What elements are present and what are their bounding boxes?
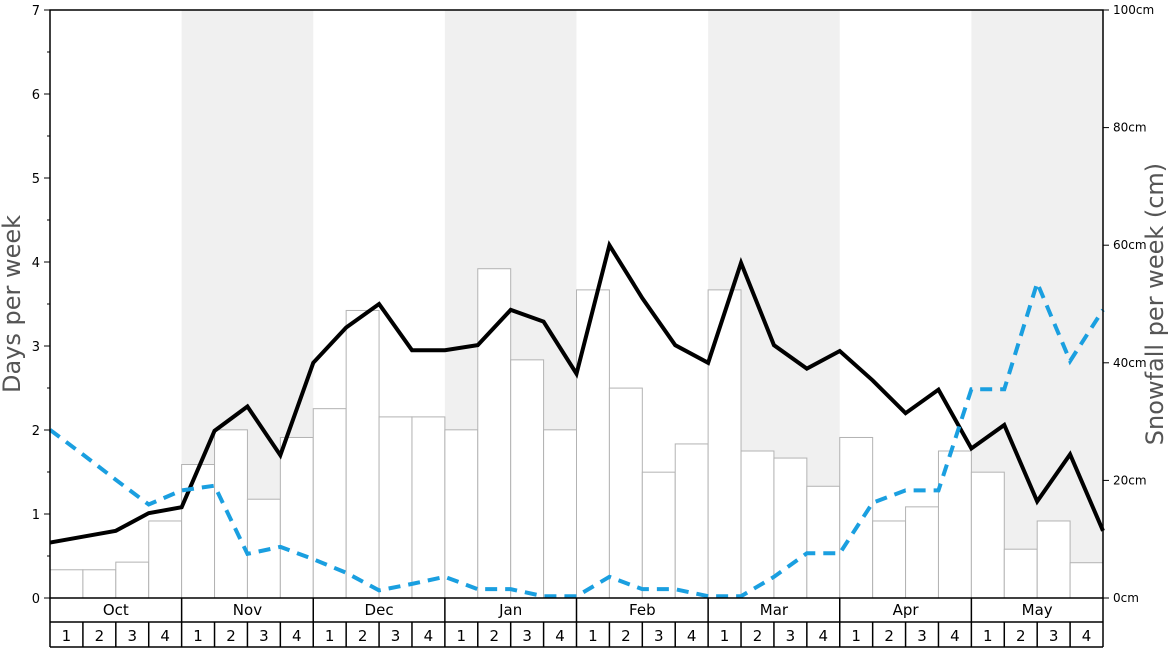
left-axis-title: Days per week: [0, 215, 26, 393]
snowfall-bars-layer: [49, 268, 1104, 599]
month-label-may: May: [1022, 601, 1053, 619]
snowfall-bar: [148, 520, 183, 599]
week-label: 1: [325, 627, 335, 645]
week-label: 3: [522, 627, 532, 645]
week-label: 3: [127, 627, 137, 645]
left-axis-tick-label: 7: [32, 4, 40, 19]
days-per-week-line: [49, 240, 1105, 545]
week-label: 1: [588, 627, 598, 645]
snowfall-bar: [674, 443, 709, 599]
week-label: 2: [95, 627, 105, 645]
snowfall-bar: [641, 471, 676, 599]
left-axis-tick-label: 6: [32, 88, 40, 103]
week-label: 1: [193, 627, 203, 645]
left-axis-tick-label: 0: [32, 592, 40, 607]
snowfall-bar: [214, 429, 248, 599]
right-axis: 0cm 20cm 40cm 60cm 80cm 100cm: [1103, 3, 1154, 605]
snowfall-bar: [49, 569, 84, 599]
snowfall-bar: [82, 569, 117, 599]
week-label: 4: [424, 627, 434, 645]
month-label-mar: Mar: [760, 601, 789, 619]
snowfall-bar: [312, 408, 347, 599]
week-label: 4: [819, 627, 829, 645]
week-label: 2: [489, 627, 499, 645]
week-label: 4: [292, 627, 302, 645]
snowfall-bar: [773, 457, 808, 599]
week-label: 2: [1016, 627, 1026, 645]
month-label-dec: Dec: [365, 601, 394, 619]
week-label: 2: [884, 627, 894, 645]
week-label: 4: [687, 627, 697, 645]
snowfall-bar: [1069, 562, 1104, 599]
month-label-nov: Nov: [233, 601, 262, 619]
month-label-oct: Oct: [103, 601, 129, 619]
week-label: 3: [917, 627, 927, 645]
right-axis-tick-label: 0cm: [1113, 591, 1139, 605]
week-label: 3: [1049, 627, 1059, 645]
right-axis-title: Snowfall per week (cm): [1141, 163, 1168, 445]
week-label: 2: [753, 627, 763, 645]
snowfall-bar: [740, 450, 775, 599]
snowfall-bar: [905, 506, 939, 599]
snowfall-bar: [510, 359, 545, 599]
week-label: 4: [160, 627, 170, 645]
week-label: 1: [62, 627, 72, 645]
snowfall-bar: [279, 436, 314, 599]
snowfall-bar: [970, 471, 1005, 599]
week-label: 1: [983, 627, 993, 645]
week-label: 1: [457, 627, 467, 645]
snowfall-bar: [576, 289, 610, 599]
snowfall-bar: [345, 309, 380, 599]
week-label: 3: [654, 627, 664, 645]
month-week-axis: Oct 1 2 3 4 Nov 1 2 3 4 Dec 1 2 3 4 Jan 1 2 3 4 Feb 1 2 3 4 Mar 1 2…: [49, 598, 1104, 648]
week-label: 4: [555, 627, 565, 645]
week-label: 4: [950, 627, 960, 645]
snowfall-bar: [543, 429, 577, 599]
snowfall-bar: [115, 561, 150, 599]
lines-layer: [48, 240, 1105, 599]
week-label: 2: [621, 627, 631, 645]
snowfall-bar: [707, 289, 742, 599]
week-label: 1: [851, 627, 861, 645]
left-axis-tick-label: 1: [32, 508, 40, 523]
snowfall-bar: [872, 520, 907, 599]
week-label: 3: [259, 627, 269, 645]
left-axis-tick-label: 5: [32, 172, 40, 187]
week-label: 2: [358, 627, 368, 645]
right-axis-tick-label: 100cm: [1113, 3, 1154, 17]
right-axis-tick-label: 80cm: [1113, 121, 1147, 135]
week-label: 3: [786, 627, 796, 645]
snowfall-bar: [1003, 548, 1038, 599]
right-axis-tick-label: 60cm: [1113, 238, 1147, 252]
left-axis: 0 1 2 3 4 5 6 7: [32, 4, 50, 607]
right-axis-tick-label: 40cm: [1113, 356, 1147, 370]
month-label-apr: Apr: [893, 601, 920, 619]
snowfall-bar: [411, 416, 446, 599]
snowfall-bar: [839, 436, 874, 599]
left-axis-tick-label: 3: [32, 340, 40, 355]
snowfall-bar: [806, 485, 841, 599]
right-axis-tick-label: 20cm: [1113, 473, 1147, 487]
snowfall-bar: [378, 416, 413, 599]
left-axis-tick-label: 2: [32, 424, 40, 439]
month-label-feb: Feb: [629, 601, 656, 619]
week-label: 3: [391, 627, 401, 645]
left-axis-tick-label: 4: [32, 256, 40, 271]
week-label: 4: [1082, 627, 1092, 645]
snowfall-bar: [477, 268, 512, 599]
week-label: 2: [226, 627, 236, 645]
snowfall-bar: [444, 429, 479, 599]
month-label-jan: Jan: [498, 601, 522, 619]
week-label: 1: [720, 627, 730, 645]
snowfall-bar: [608, 387, 643, 599]
snowfall-bar: [1036, 520, 1071, 599]
